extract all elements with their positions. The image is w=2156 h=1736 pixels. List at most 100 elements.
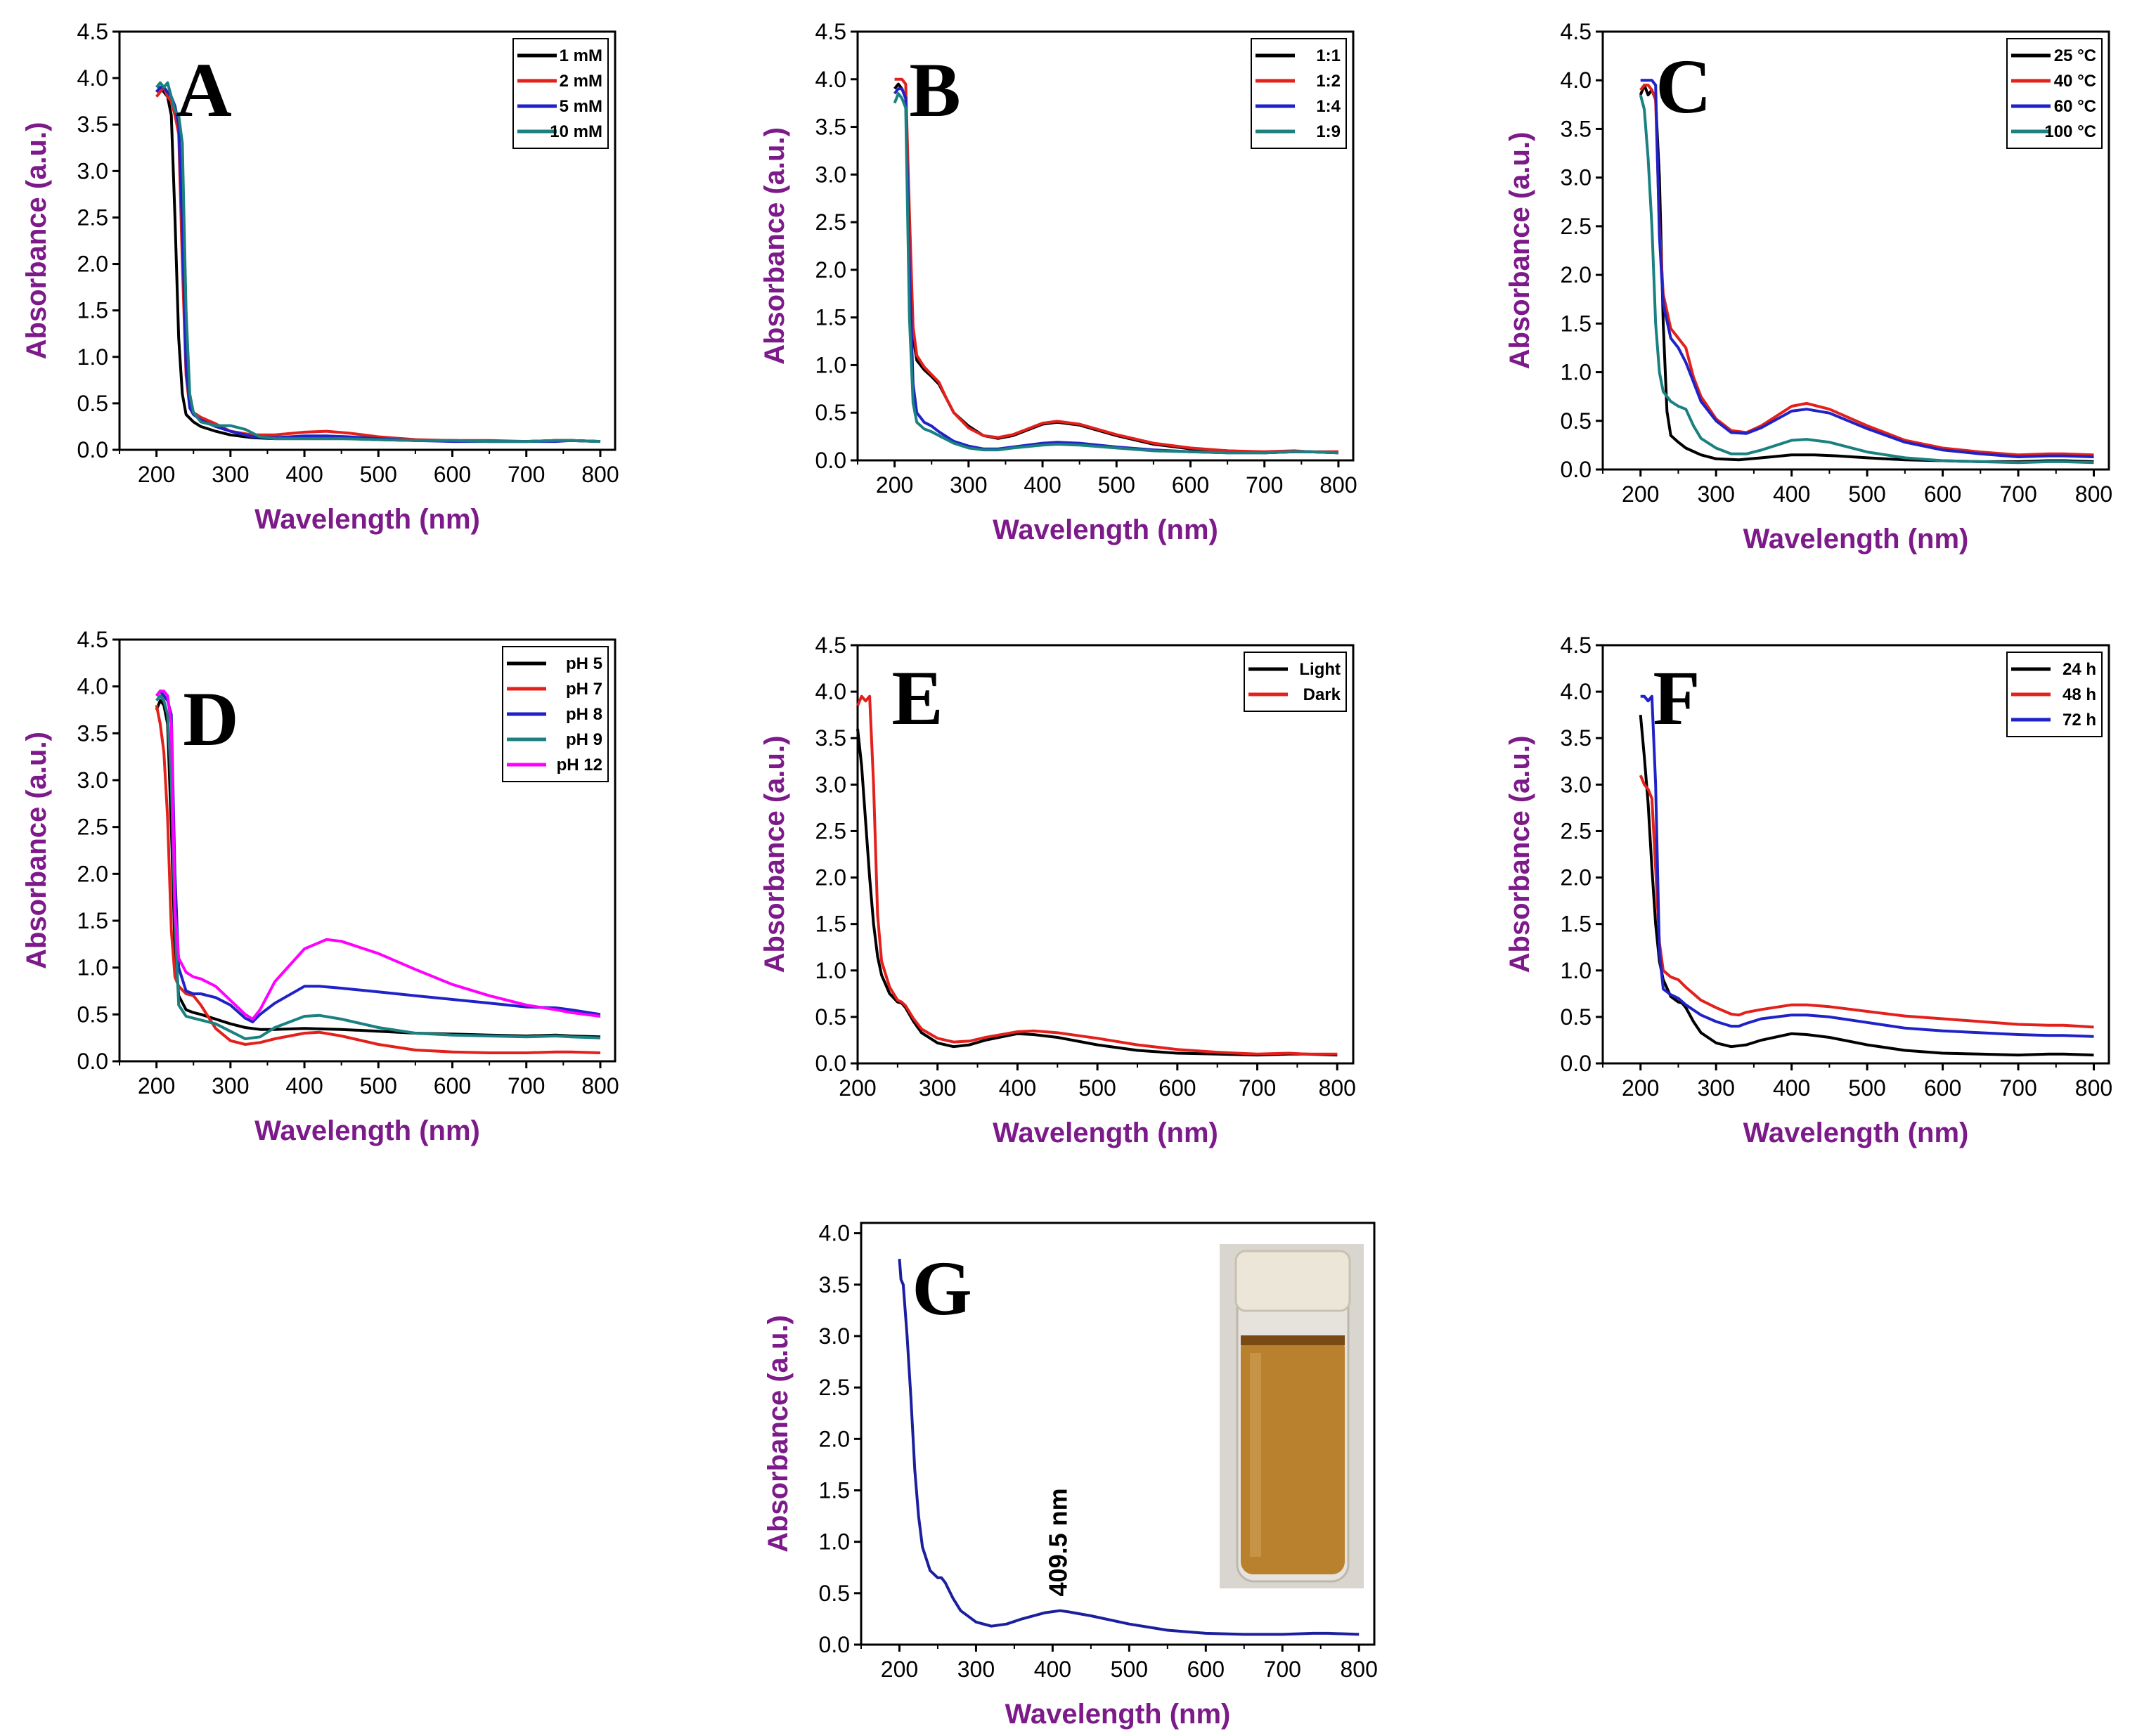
x-tick-label: 300 [1697, 481, 1734, 507]
x-tick-label: 400 [1024, 472, 1061, 498]
y-tick-label: 2.0 [1561, 262, 1592, 287]
plot-frame [860, 1222, 1376, 1646]
plot-frame [856, 644, 1355, 1065]
panel-letter: F [1653, 655, 1700, 741]
legend: Light Dark [1244, 652, 1347, 712]
series-line-ph-7 [155, 704, 601, 1054]
panel-letter: D [183, 676, 238, 762]
y-axis-title: Absorbance (a.u.) [21, 122, 52, 360]
y-tick-label: 3.5 [1561, 116, 1592, 141]
x-tick-label: 800 [2075, 1075, 2112, 1101]
y-axis-title: Absorbance (a.u.) [1504, 736, 1535, 973]
y-tick-label: 3.5 [77, 720, 108, 746]
legend-label: pH 9 [566, 730, 602, 749]
legend-box [1244, 652, 1347, 712]
x-tick-label: 300 [919, 1075, 956, 1101]
legend-label: Dark [1303, 685, 1341, 704]
y-tick-label: 1.0 [1561, 360, 1592, 385]
x-tick-label: 300 [1697, 1075, 1734, 1101]
panel-a: 200 300 400 500 600 700 800 0.0 0.5 1.0 1.5 2.0 2.5 3… [21, 19, 619, 535]
x-tick-label: 300 [212, 462, 249, 487]
x-tick-label: 400 [1034, 1657, 1071, 1682]
y-tick-label: 1.0 [77, 344, 108, 370]
x-tick-label: 600 [434, 462, 471, 487]
legend-label: 1:4 [1316, 97, 1341, 116]
x-tick-label: 700 [1999, 1075, 2036, 1101]
y-tick-label: 1.5 [815, 912, 846, 937]
x-tick-label: 500 [360, 1073, 397, 1099]
x-axis-title: Wavelength (nm) [1005, 1699, 1231, 1730]
y-axis-title: Absorbance (a.u.) [21, 732, 52, 969]
y-tick-label: 2.5 [815, 209, 846, 235]
y-tick-label: 1.5 [819, 1477, 850, 1503]
y-tick-label: 4.0 [77, 674, 108, 699]
plot-frame [1601, 644, 2110, 1065]
x-tick-label: 500 [1078, 1075, 1116, 1101]
panel-letter: G [912, 1245, 972, 1331]
y-tick-label: 4.5 [1561, 19, 1592, 44]
y-tick-label: 2.0 [815, 257, 846, 283]
plot-frame [118, 638, 617, 1063]
legend-label: 40 °C [2054, 72, 2096, 91]
y-tick-label: 2.0 [77, 252, 108, 277]
y-tick-label: 3.0 [819, 1323, 850, 1349]
series-line-100-c [1639, 94, 2094, 465]
x-tick-label: 800 [581, 1073, 619, 1099]
y-tick-label: 2.5 [1561, 818, 1592, 843]
y-tick-label: 0.5 [1561, 408, 1592, 434]
legend-label: pH 7 [566, 680, 602, 699]
x-tick-label: 500 [1848, 481, 1885, 507]
x-tick-label: 400 [285, 462, 323, 487]
legend: 1 mM 2 mM 5 mM 10 mM [512, 38, 609, 149]
x-tick-label: 700 [508, 462, 545, 487]
y-tick-label: 0.5 [1561, 1004, 1592, 1030]
legend: pH 5 pH 7 pH 8 pH 9 pH 12 [502, 646, 609, 782]
panel-letter: A [176, 47, 231, 133]
x-tick-label: 500 [1098, 472, 1135, 498]
y-tick-label: 4.0 [819, 1221, 850, 1246]
y-tick-label: 1.5 [1561, 311, 1592, 336]
y-tick-label: 4.5 [77, 627, 108, 652]
y-tick-label: 3.5 [815, 115, 846, 140]
y-tick-label: 3.0 [815, 162, 846, 187]
panel-letter: E [891, 655, 943, 741]
x-tick-label: 300 [957, 1657, 995, 1682]
y-tick-label: 3.5 [819, 1272, 850, 1297]
y-tick-label: 0.0 [77, 437, 108, 462]
y-tick-label: 3.0 [815, 772, 846, 797]
x-tick-label: 700 [508, 1073, 545, 1099]
series-line-10-mm [155, 81, 601, 443]
series-line-ph-12 [155, 689, 601, 1021]
x-tick-label: 500 [360, 462, 397, 487]
y-tick-label: 2.0 [819, 1426, 850, 1451]
y-tick-label: 1.0 [815, 352, 846, 377]
x-axis-title: Wavelength (nm) [254, 504, 480, 535]
legend: 24 h 48 h 72 h [2006, 652, 2103, 737]
x-tick-label: 600 [1924, 481, 1961, 507]
x-axis-title: Wavelength (nm) [1743, 524, 1969, 555]
panel-letter: C [1655, 44, 1711, 129]
x-axis-title: Wavelength (nm) [254, 1115, 480, 1146]
y-tick-label: 1.0 [77, 955, 108, 980]
panel-b: 200 300 400 500 600 700 800 0.0 0.5 1.0 1.5 2.0 2.5 3… [759, 19, 1357, 545]
panel-d: 200 300 400 500 600 700 800 0.0 0.5 1.0 1.5 2.0 2.5 3… [21, 627, 619, 1146]
legend-label: 100 °C [2044, 122, 2096, 141]
x-tick-label: 300 [212, 1073, 249, 1099]
x-axis-title: Wavelength (nm) [1743, 1118, 1969, 1148]
y-tick-label: 1.5 [77, 908, 108, 933]
y-tick-label: 3.5 [815, 725, 846, 751]
x-tick-label: 600 [1172, 472, 1209, 498]
y-tick-label: 1.5 [77, 298, 108, 323]
series-line-spectrum [898, 1259, 1360, 1636]
series-line-60-c [1640, 79, 2094, 458]
series-line-light [856, 728, 1338, 1057]
panel-f: 200 300 400 500 600 700 800 0.0 0.5 1.0 1.5 2.0 2.5 3… [1504, 633, 2112, 1148]
plot-frame [1601, 30, 2110, 471]
series-line-72-h [1640, 694, 2094, 1038]
legend-label: 1:1 [1316, 46, 1341, 65]
x-tick-label: 600 [1924, 1075, 1961, 1101]
y-tick-label: 1.5 [1561, 912, 1592, 937]
legend-label: 24 h [2063, 660, 2096, 679]
panel-g: 200 300 400 500 600 700 800 0.0 0.5 1.0 1.5 2.0 2.5 3… [763, 1221, 1378, 1730]
y-tick-label: 2.5 [1561, 214, 1592, 239]
